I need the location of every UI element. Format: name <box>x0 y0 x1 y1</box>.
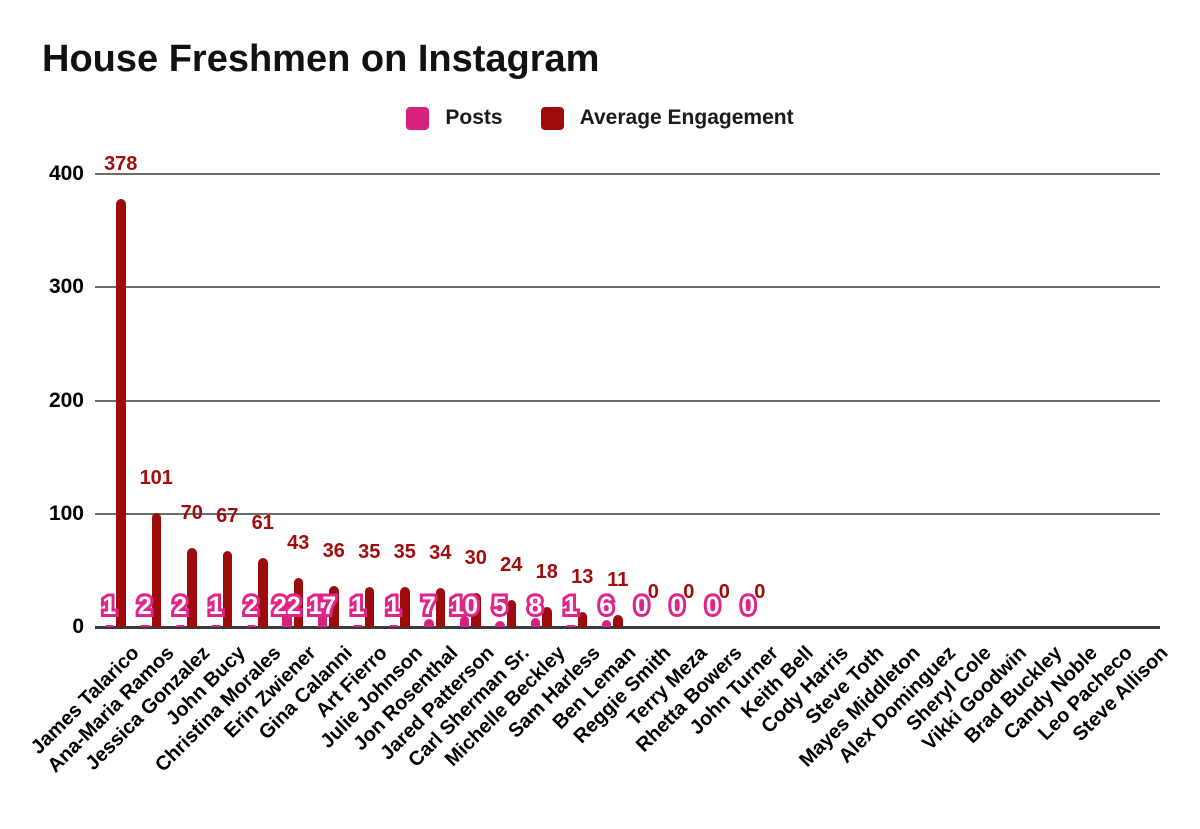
gridline <box>95 286 1160 289</box>
gridline <box>95 512 1160 515</box>
bar-engagement <box>222 551 232 627</box>
value-label-posts: 2 <box>170 591 190 622</box>
bar-posts <box>495 621 505 627</box>
value-label-engagement: 35 <box>358 541 381 564</box>
value-label-engagement: 34 <box>429 542 452 565</box>
value-label-posts: 2 <box>241 591 261 622</box>
value-label-engagement: 24 <box>500 553 523 576</box>
bar-posts <box>246 624 256 627</box>
bar-engagement <box>151 512 161 627</box>
legend: Posts Average Engagement <box>0 106 1200 130</box>
value-label-posts: 10 <box>447 591 481 622</box>
bar-posts <box>317 607 327 627</box>
bar-posts <box>388 625 398 627</box>
value-label-engagement: 13 <box>571 566 594 589</box>
bar-engagement <box>435 588 445 627</box>
value-label-engagement: 0 <box>683 581 695 603</box>
value-label-engagement: 0 <box>754 581 766 603</box>
bar-posts <box>566 625 576 627</box>
value-label-engagement: 11 <box>607 568 629 591</box>
bar-engagement <box>506 599 516 627</box>
value-label-engagement: 18 <box>535 560 558 583</box>
bar-engagement <box>542 606 552 627</box>
posts-swatch-icon <box>406 106 430 130</box>
value-label-posts: 8 <box>525 591 545 622</box>
value-label-engagement: 0 <box>718 581 730 603</box>
bar-engagement <box>613 614 623 627</box>
bar-engagement <box>187 547 197 627</box>
bar-posts <box>140 624 150 627</box>
y-axis-tick-label: 0 <box>72 615 84 638</box>
value-label-posts: 1 <box>561 591 581 622</box>
value-label-posts: 1 <box>348 591 368 622</box>
value-label-engagement: 43 <box>287 532 310 555</box>
chart-title: House Freshmen on Instagram <box>42 38 600 80</box>
value-label-posts: 0 <box>738 591 758 622</box>
value-label-posts: 2 <box>135 591 155 622</box>
value-label-posts: 0 <box>703 591 723 622</box>
value-label-engagement: 30 <box>464 547 487 570</box>
value-label-posts: 7 <box>419 591 439 622</box>
bar-engagement <box>116 198 126 627</box>
bar-posts <box>601 620 611 627</box>
bar-posts <box>424 619 434 627</box>
value-label-posts: 1 <box>383 591 403 622</box>
value-label-posts: 5 <box>490 591 510 622</box>
y-axis-tick-label: 300 <box>48 275 84 299</box>
y-axis-tick-label: 200 <box>48 388 84 412</box>
value-label-engagement: 67 <box>216 505 239 528</box>
bar-engagement <box>471 593 481 627</box>
bar-posts <box>211 625 221 627</box>
value-label-posts: 22 <box>270 591 304 622</box>
bar-posts <box>530 617 540 627</box>
y-axis-tick-label: 400 <box>48 162 84 185</box>
value-label-posts: 0 <box>667 591 687 622</box>
bar-posts <box>104 625 114 627</box>
value-label-engagement: 35 <box>393 541 416 564</box>
bar-posts <box>353 625 363 627</box>
value-label-engagement: 61 <box>251 511 274 534</box>
value-label-engagement: 0 <box>647 581 659 603</box>
value-label-engagement: 36 <box>322 540 345 563</box>
value-label-posts: 0 <box>632 591 652 622</box>
legend-item-posts: Posts <box>406 106 503 130</box>
value-label-engagement: 70 <box>180 501 203 524</box>
bar-engagement <box>293 578 303 627</box>
bar-engagement <box>364 587 374 627</box>
x-axis-baseline <box>95 626 1160 629</box>
gridline <box>95 173 1160 175</box>
bar-engagement <box>329 586 339 627</box>
bar-posts <box>459 615 469 627</box>
bar-posts <box>282 602 292 627</box>
y-axis-tick-label: 100 <box>48 501 84 525</box>
bar-posts <box>175 624 185 627</box>
gridline <box>95 399 1160 402</box>
bar-engagement <box>577 612 587 627</box>
legend-label-engagement: Average Engagement <box>579 106 794 129</box>
engagement-swatch-icon <box>540 106 564 130</box>
bar-engagement <box>258 557 268 627</box>
value-label-posts: 1 <box>206 591 226 622</box>
value-label-engagement: 101 <box>139 466 173 489</box>
legend-label-posts: Posts <box>445 106 503 129</box>
value-label-posts: 1 <box>99 591 119 622</box>
legend-item-engagement: Average Engagement <box>540 106 794 130</box>
value-label-posts: 6 <box>596 591 616 622</box>
value-label-posts: 17 <box>305 591 339 622</box>
bar-engagement <box>400 587 410 627</box>
value-label-engagement: 378 <box>104 152 138 175</box>
